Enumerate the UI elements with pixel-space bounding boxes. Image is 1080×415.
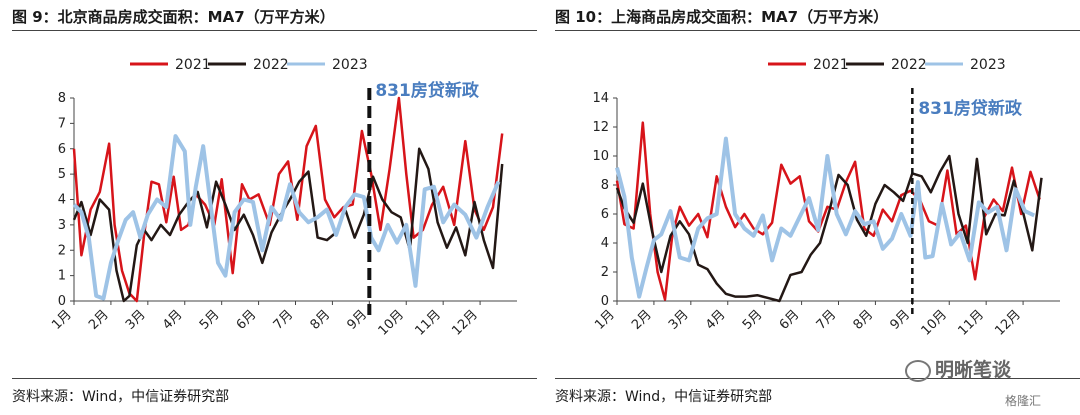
- legend-label: 2023: [332, 57, 368, 73]
- x-tick-label: 3月: [123, 307, 149, 333]
- y-tick-label: 4: [58, 193, 66, 208]
- x-tick-label: 9月: [888, 307, 914, 333]
- source-note: 资料来源：Wind，中信证券研究部: [12, 389, 230, 405]
- policy-annotation: 831房贷新政: [375, 80, 479, 101]
- y-tick-label: 0: [58, 294, 66, 309]
- legend-label: 2021: [813, 57, 849, 73]
- y-tick-label: 7: [58, 116, 66, 131]
- x-tick-label: 12月: [992, 307, 1023, 338]
- x-tick-label: 8月: [851, 307, 877, 333]
- legend-label: 2022: [253, 57, 289, 73]
- brand-logo: 格隆汇: [1005, 394, 1042, 408]
- x-tick-label: 7月: [271, 307, 297, 333]
- watermark: 明晰笔谈: [905, 355, 1011, 382]
- wechat-icon: [905, 359, 931, 382]
- y-tick-label: 14: [592, 91, 609, 106]
- x-tick-label: 11月: [412, 307, 443, 338]
- x-tick-label: 4月: [703, 307, 729, 333]
- x-tick-label: 2月: [629, 307, 655, 333]
- chart-title: 图 10：上海商品房成交面积：MA7（万平方米）: [555, 8, 889, 26]
- y-tick-label: 2: [601, 265, 609, 280]
- policy-annotation: 831房贷新政: [918, 98, 1022, 119]
- y-tick-label: 5: [58, 167, 66, 182]
- x-tick-label: 12月: [449, 307, 480, 338]
- x-tick-label: 8月: [308, 307, 334, 333]
- y-tick-label: 0: [601, 294, 609, 309]
- x-tick-label: 1月: [592, 307, 618, 333]
- x-tick-label: 3月: [666, 307, 692, 333]
- x-tick-label: 1月: [49, 307, 75, 333]
- y-tick-label: 8: [601, 178, 609, 193]
- chart-title: 图 9：北京商品房成交面积：MA7（万平方米）: [12, 8, 335, 26]
- x-tick-label: 11月: [955, 307, 986, 338]
- series-line-2023: [72, 134, 501, 301]
- x-tick-label: 4月: [160, 307, 186, 333]
- legend-label: 2021: [175, 57, 211, 73]
- x-tick-label: 2月: [86, 307, 112, 333]
- chart-panel-beijing: 图 9：北京商品房成交面积：MA7（万平方米） 2021 2022 2023 0 1 2 3…: [12, 0, 537, 415]
- x-tick-label: 10月: [919, 307, 950, 338]
- y-tick-label: 6: [601, 207, 609, 222]
- x-tick-label: 7月: [814, 307, 840, 333]
- y-tick-label: 8: [58, 91, 66, 106]
- legend-label: 2022: [891, 57, 927, 73]
- y-tick-label: 12: [592, 120, 609, 135]
- y-tick-label: 6: [58, 142, 66, 157]
- x-tick-label: 6月: [234, 307, 260, 333]
- x-tick-label: 10月: [376, 307, 407, 338]
- line-chart-shanghai: 2021 2022 2023 0 2 4 6 8 10 12 14 1月 2月 3月 4月 5月 6月 7月 8月 9…: [592, 57, 1060, 339]
- x-tick-label: 9月: [345, 307, 371, 333]
- legend-label: 2023: [970, 57, 1006, 73]
- source-rule: [555, 378, 1080, 379]
- x-tick-label: 5月: [197, 307, 223, 333]
- chart-panel-shanghai: 图 10：上海商品房成交面积：MA7（万平方米） 2021 2022 2023 0 2 4…: [555, 0, 1080, 415]
- series-line-2023: [615, 136, 1036, 299]
- y-tick-label: 10: [592, 149, 609, 164]
- y-tick-label: 4: [601, 236, 609, 251]
- y-tick-label: 3: [58, 218, 66, 233]
- title-rule: [12, 30, 537, 31]
- x-tick-label: 5月: [740, 307, 766, 333]
- source-note: 资料来源：Wind，中信证券研究部: [555, 389, 773, 405]
- source-rule: [12, 378, 537, 379]
- watermark-text: 明晰笔谈: [935, 359, 1012, 381]
- x-tick-label: 6月: [777, 307, 803, 333]
- title-rule: [555, 30, 1080, 31]
- y-tick-label: 1: [58, 269, 66, 284]
- y-tick-label: 2: [58, 243, 66, 258]
